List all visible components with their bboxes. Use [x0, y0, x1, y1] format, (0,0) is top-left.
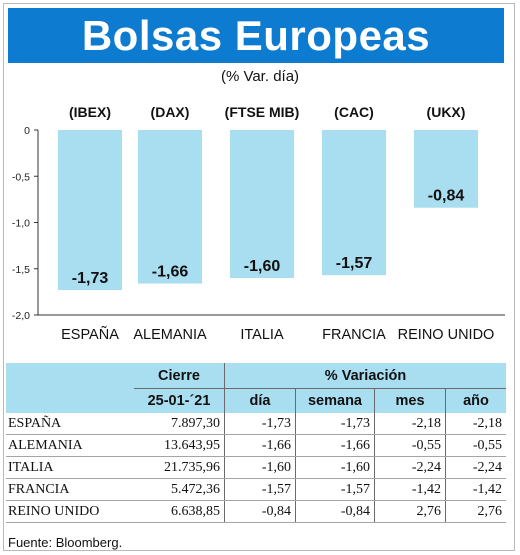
data-label: -1,66 — [152, 264, 189, 281]
row-day: -1,66 — [224, 434, 296, 457]
bar-chart: 0 -0,5 -1,0 -1,5 -2,0 (IBEX) -1,73 ESPAÑA (DAX) -… — [12, 104, 505, 343]
table-row: ITALIA 21.735,96 -1,60 -1,60 -2,24 -2,24 — [6, 456, 506, 479]
row-week: -1,73 — [295, 413, 375, 435]
index-label: (FTSE MIB) — [225, 104, 300, 120]
row-month: 2,76 — [374, 500, 446, 523]
row-year: -1,42 — [445, 478, 506, 501]
bar — [230, 130, 294, 278]
page-title: Bolsas Europeas — [81, 11, 431, 59]
row-day: -0,84 — [224, 500, 296, 523]
x-tick-label: ITALIA — [240, 327, 284, 343]
data-label: -1,60 — [244, 258, 281, 275]
row-name: REINO UNIDO — [6, 500, 134, 523]
data-label: -0,84 — [428, 188, 465, 205]
row-day: -1,57 — [224, 478, 296, 501]
index-label: (IBEX) — [69, 104, 111, 120]
table-row: ALEMANIA 13.643,95 -1,66 -1,66 -0,55 -0,… — [6, 434, 506, 457]
index-label: (UKX) — [427, 104, 466, 120]
markets-table: Cierre % Variación 25-01-´21 día semana … — [6, 363, 506, 523]
row-year: 2,76 — [445, 500, 506, 523]
row-name: ALEMANIA — [6, 434, 134, 457]
row-close: 7.897,30 — [134, 413, 225, 435]
row-week: -1,66 — [295, 434, 375, 457]
row-month: -1,42 — [374, 478, 446, 501]
source-note: Fuente: Bloomberg. — [8, 535, 123, 550]
table-sub-header-row: 25-01-´21 día semana mes año — [6, 388, 506, 413]
day-header: día — [224, 388, 296, 413]
x-tick-label: REINO UNIDO — [398, 327, 495, 343]
title-bar: Bolsas Europeas — [8, 8, 504, 63]
month-header: mes — [374, 388, 446, 413]
index-label: (CAC) — [334, 104, 374, 120]
bar — [322, 130, 386, 276]
row-close: 5.472,36 — [134, 478, 225, 501]
variation-group-header: % Variación — [224, 363, 506, 389]
row-year: -2,18 — [445, 413, 506, 435]
data-label: -1,73 — [72, 270, 109, 287]
date-header: 25-01-´21 — [134, 388, 225, 413]
table-row: ESPAÑA 7.897,30 -1,73 -1,73 -2,18 -2,18 — [6, 413, 506, 435]
y-tick-label: 0 — [24, 125, 30, 137]
bar — [58, 130, 122, 291]
x-tick-label: ESPAÑA — [61, 326, 119, 343]
bar — [414, 130, 478, 208]
row-name: ITALIA — [6, 456, 134, 479]
row-name: FRANCIA — [6, 478, 134, 501]
row-day: -1,60 — [224, 456, 296, 479]
row-month: -0,55 — [374, 434, 446, 457]
index-label: (DAX) — [151, 104, 190, 120]
row-name: ESPAÑA — [6, 413, 134, 435]
x-tick-label: ALEMANIA — [133, 327, 207, 343]
y-tick-label: -0,5 — [12, 171, 30, 183]
close-group-header: Cierre — [134, 363, 225, 389]
table-corner-cell — [6, 363, 134, 389]
table-corner-cell — [6, 388, 134, 413]
row-close: 13.643,95 — [134, 434, 225, 457]
bar — [138, 130, 202, 284]
row-close: 6.638,85 — [134, 500, 225, 523]
chart-subtitle: (% Var. día) — [220, 68, 300, 85]
year-header: año — [445, 388, 506, 413]
x-tick-label: FRANCIA — [322, 327, 386, 343]
row-year: -0,55 — [445, 434, 506, 457]
row-week: -1,57 — [295, 478, 375, 501]
row-week: -1,60 — [295, 456, 375, 479]
y-tick-label: -2,0 — [12, 310, 30, 322]
row-month: -2,18 — [374, 413, 446, 435]
table-group-header-row: Cierre % Variación — [6, 363, 506, 389]
y-tick-label: -1,5 — [12, 264, 30, 276]
row-week: -0,84 — [295, 500, 375, 523]
row-day: -1,73 — [224, 413, 296, 435]
graphic-frame — [3, 3, 515, 551]
week-header: semana — [295, 388, 375, 413]
table-row: FRANCIA 5.472,36 -1,57 -1,57 -1,42 -1,42 — [6, 478, 506, 501]
y-tick-label: -1,0 — [12, 218, 30, 230]
row-close: 21.735,96 — [134, 456, 225, 479]
data-label: -1,57 — [336, 255, 373, 272]
row-year: -2,24 — [445, 456, 506, 479]
row-month: -2,24 — [374, 456, 446, 479]
table-row: REINO UNIDO 6.638,85 -0,84 -0,84 2,76 2,… — [6, 500, 506, 523]
